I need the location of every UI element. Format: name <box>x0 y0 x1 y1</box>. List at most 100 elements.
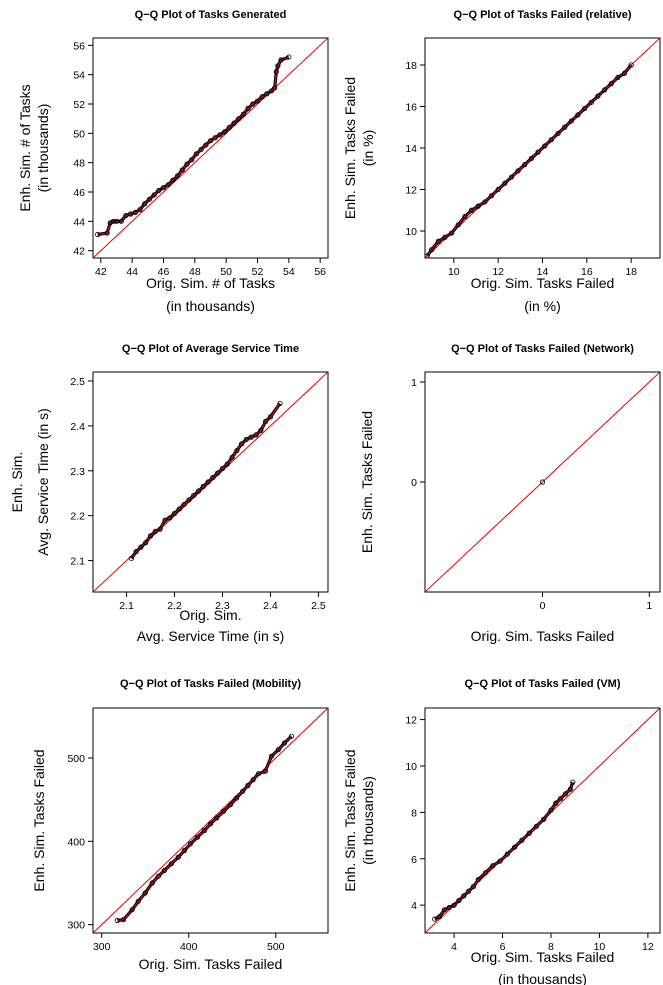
y-tick-label: 10 <box>405 226 417 238</box>
data-point <box>120 917 127 923</box>
data-point <box>575 112 581 118</box>
data-point <box>502 180 508 186</box>
data-point <box>446 904 452 911</box>
data-point <box>526 830 532 836</box>
data-point <box>553 800 559 806</box>
x-tick-label: 44 <box>126 266 138 278</box>
data-point <box>595 93 601 99</box>
x-axis-label-units: (in thousands) <box>166 298 255 314</box>
qq-panel-2: Q−Q Plot of Tasks Failed (relative) 10 12 1… <box>342 9 661 314</box>
quantile-trace-fit <box>117 735 292 922</box>
reference-line <box>425 372 660 592</box>
data-point <box>442 234 448 240</box>
x-tick-label: 54 <box>283 266 295 278</box>
data-point <box>475 203 481 209</box>
reference-line <box>93 708 328 933</box>
x-axis-label: Orig. Sim. # of Tasks <box>146 275 275 291</box>
y-axis-label: Enh. Sim. Tasks Failed <box>31 749 47 891</box>
plot-frame <box>92 37 329 259</box>
x-axis-label: Orig. Sim. Tasks Failed <box>139 956 283 972</box>
data-point <box>462 213 468 220</box>
data-point <box>455 222 461 228</box>
y-tick-label: 18 <box>405 60 417 72</box>
x-axis-label: Orig. Sim. Tasks Failed <box>471 628 615 644</box>
data-point <box>277 400 283 407</box>
x-axis-label: Orig. Sim. Tasks Failed <box>471 949 615 965</box>
data-point <box>165 182 171 188</box>
data-point <box>240 111 246 117</box>
data-point <box>170 177 176 183</box>
data-point <box>138 544 144 550</box>
data-point <box>601 87 608 93</box>
data-point <box>539 479 546 485</box>
data-point <box>114 917 120 924</box>
y-tick-label: 12 <box>405 185 417 197</box>
x-tick-label: 2.4 <box>263 600 278 612</box>
x-axis-label: Orig. Sim. Tasks Failed <box>471 275 615 291</box>
y-axis-label-units: (in thousands) <box>35 104 51 193</box>
x-tick-label: 12 <box>642 941 654 953</box>
data-point <box>245 782 251 789</box>
x-tick-label: 0 <box>540 600 546 612</box>
data-point <box>424 253 430 259</box>
y-tick-label: 12 <box>405 715 417 727</box>
y-tick-label: 400 <box>67 836 85 848</box>
data-point <box>259 94 265 100</box>
y-tick-label: 8 <box>411 807 417 819</box>
x-tick-label: 500 <box>267 941 285 953</box>
data-point <box>222 129 228 135</box>
data-point <box>268 88 275 94</box>
data-point <box>224 461 230 467</box>
data-point <box>147 533 154 539</box>
x-tick-label: 52 <box>252 266 264 278</box>
x-tick-label: 48 <box>189 266 201 278</box>
x-tick-label: 4 <box>451 941 457 953</box>
data-point <box>210 474 216 481</box>
x-tick-label: 2.2 <box>167 600 182 612</box>
data-point <box>255 771 261 777</box>
y-tick-label: 50 <box>73 128 85 140</box>
x-tick-label: 2.3 <box>215 600 230 612</box>
x-tick-label: 12 <box>492 266 504 278</box>
y-axis-label-units: (in %) <box>360 130 376 167</box>
data-point <box>488 193 495 199</box>
data-point <box>110 218 116 224</box>
data-point <box>512 844 518 850</box>
data-point <box>582 105 588 112</box>
x-tick-label: 18 <box>625 266 637 278</box>
data-point <box>615 74 621 81</box>
data-point <box>264 91 270 97</box>
x-tick-label: 50 <box>220 266 232 278</box>
data-point <box>171 510 178 517</box>
data-point <box>205 479 211 485</box>
data-point <box>123 212 129 219</box>
y-tick-label: 14 <box>405 143 417 155</box>
quantile-trace <box>130 402 282 560</box>
data-point <box>212 135 218 141</box>
y-tick-label: 6 <box>411 854 417 866</box>
data-point <box>441 907 447 913</box>
x-tick-label: 1 <box>646 600 652 612</box>
x-tick-label: 10 <box>594 941 606 953</box>
data-point <box>184 161 190 167</box>
data-point <box>288 733 295 739</box>
data-point <box>528 155 535 161</box>
qq-panel-3: Q−Q Plot of Average Service Time 2.1 2.2 2.… <box>9 343 329 644</box>
x-tick-label: 10 <box>448 266 460 278</box>
data-point <box>193 151 199 157</box>
quantile-trace <box>97 55 290 237</box>
data-point <box>449 230 455 236</box>
data-point <box>135 898 141 904</box>
data-point <box>495 186 501 193</box>
x-axis-label: Orig. Sim. <box>179 607 241 623</box>
data-point <box>239 441 245 447</box>
data-point <box>207 821 214 827</box>
x-tick-label: 6 <box>500 941 506 953</box>
y-tick-label: 52 <box>73 99 85 111</box>
panel-title: Q−Q Plot of Tasks Generated <box>135 9 287 21</box>
quantile-trace-fit <box>434 782 574 920</box>
data-point <box>263 418 269 424</box>
data-point <box>152 528 158 534</box>
data-point <box>286 54 292 60</box>
data-point <box>219 465 226 472</box>
